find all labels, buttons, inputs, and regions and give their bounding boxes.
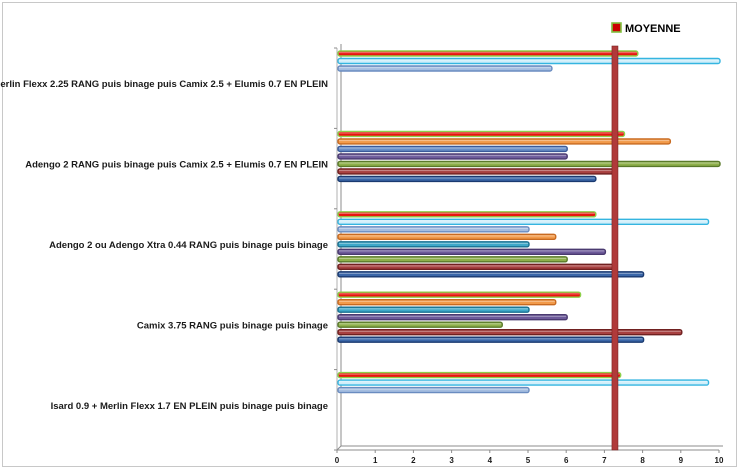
bar [337,233,557,241]
bar [337,371,622,379]
category-label: Merlin Flexx 2.25 RANG puis binage puis … [0,79,328,90]
x-tick-label: 9 [679,456,684,465]
x-tick-label: 4 [488,456,493,465]
bar [337,306,530,313]
bar [337,57,721,65]
moyenne-line [611,45,619,451]
bar [337,175,597,183]
category-label: Adengo 2 ou Adengo Xtra 0.44 RANG puis b… [49,240,328,251]
labels-layer: 0 1 2 3 4 5 6 7 8 9 10 Merlin Flexx 2.25 RANG puis … [0,22,724,465]
category-group [337,50,721,72]
category-group [337,130,721,183]
legend: MOYENNE [611,22,681,35]
bar [337,153,568,160]
x-tick-label: 7 [602,456,607,465]
category-group [337,291,683,343]
bar [337,241,530,248]
x-tick-label: 1 [373,456,378,465]
bar [337,256,568,263]
legend-label: MOYENNE [625,23,681,35]
bar [337,160,721,168]
bar [337,321,503,328]
x-tick-label: 5 [526,456,531,465]
category-group [337,211,710,278]
bar [337,130,626,138]
bar [337,248,607,256]
bar [337,379,710,386]
bar [337,299,557,306]
bar [337,211,597,218]
x-tick-label: 2 [411,456,416,465]
x-tick-label: 8 [640,456,645,465]
x-tick-label: 3 [449,456,454,465]
bar [337,314,568,321]
bar [337,50,639,57]
bar [337,336,645,343]
bars-layer [334,44,723,453]
category-label: Camix 3.75 RANG puis binage puis binage [137,320,328,331]
x-tick-label: 10 [715,456,724,465]
x-tick-label: 6 [564,456,569,465]
bar [337,291,582,298]
bar [337,168,618,175]
category-group [337,371,710,394]
bar [337,218,710,226]
bar [337,65,553,72]
axis-corner [336,445,342,451]
bar [337,329,683,336]
bar [337,145,568,153]
legend-swatch [611,22,622,33]
bar [337,138,672,145]
bar [337,271,645,278]
bar [337,263,618,270]
category-label: Isard 0.9 + Merlin Flexx 1.7 EN PLEIN pu… [51,401,328,412]
bar [337,386,530,394]
category-label: Adengo 2 RANG puis binage puis Camix 2.5… [25,160,328,171]
x-tick-label: 0 [335,456,340,465]
bar [337,226,530,233]
